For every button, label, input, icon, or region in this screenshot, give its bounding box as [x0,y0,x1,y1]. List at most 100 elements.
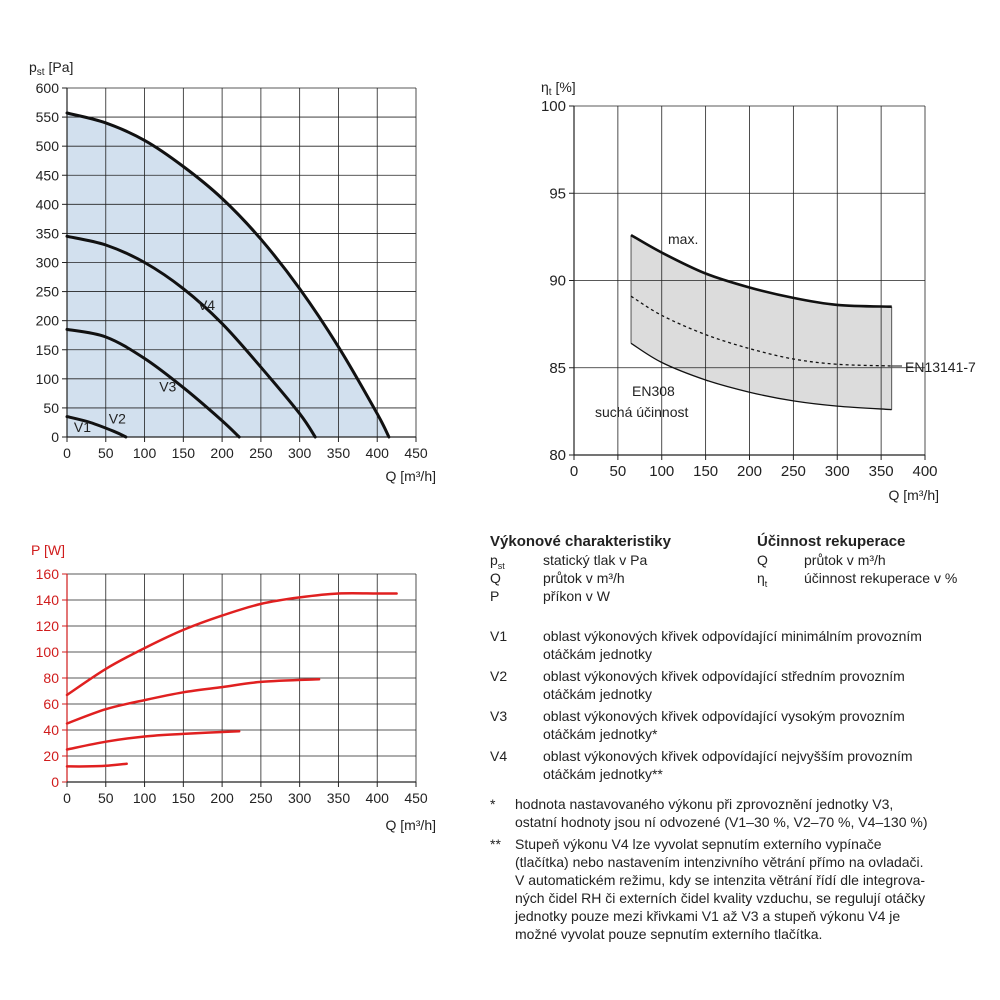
x-tick-label: 350 [327,790,351,806]
y-tick-label: 400 [36,196,60,212]
y-tick-label: 100 [36,371,60,387]
pressure-curve-v4 [65,111,391,439]
y-tick-label: 0 [51,774,59,790]
power-y-title: P [W] [31,542,65,558]
footnote-line: jednotky pouze mezi křivkami V1 až V3 a … [515,908,901,924]
x-tick-label: 400 [366,445,390,461]
y-tick-label: 300 [36,255,60,271]
y-tick-label: 20 [43,748,59,764]
power-x-title: Q [m³/h] [385,817,436,833]
x-tick-label: 250 [249,445,273,461]
x-tick-label: 100 [133,445,157,461]
power-curve-v2 [65,730,241,751]
legend-symbol: P [490,588,500,604]
x-tick-label: 50 [98,445,114,461]
legend-v-text: oblast výkonových křivek odpovídající st… [543,667,993,703]
y-tick-label: 250 [36,284,60,300]
x-tick-label: 300 [825,463,850,480]
legend-v-text: oblast výkonových křivek odpovídající vy… [543,707,993,743]
y-tick-label: 85 [549,360,566,377]
y-tick-label: 600 [36,80,60,96]
legend-symbol: pst [490,551,505,575]
x-tick-label: 150 [172,445,196,461]
legend-symbol: ηt [757,569,767,593]
legend-row: pst statický tlak v Pa [490,551,750,571]
legend-v-symbol: V2 [490,668,508,684]
power-curve-v1 [65,762,128,768]
legend-row: ηt účinnost rekuperace v % [757,569,997,589]
label-max: max. [668,231,698,247]
efficiency-y-title-main: η [541,79,549,95]
y-tick-label: 0 [51,429,59,445]
footnote-line: možné vyvolat pouze sepnutím externího t… [515,926,823,942]
x-tick-label: 0 [63,445,71,461]
label-en308-line1: EN308 [632,383,675,399]
x-tick-label: 250 [249,790,273,806]
y-tick-label: 120 [36,618,60,634]
footnote-line: hodnota nastavovaného výkonu při zprovoz… [515,796,894,812]
efficiency-chart: 80 85 90 95 100 0 50 100 150 200 250 300 350 400 [541,98,938,480]
legend-v-line: otáčkám jednotky** [543,766,663,782]
pressure-curve-v2 [65,327,241,439]
legend-v-symbol: V3 [490,708,508,724]
legend-recovery-header: Účinnost rekuperace [757,533,906,550]
legend-row: Q průtok v m³/h [490,569,750,587]
efficiency-x-title: Q [m³/h] [888,487,939,503]
y-tick-label: 160 [36,566,60,582]
footnote-symbol: * [490,796,496,812]
footnote-symbol: ** [490,836,501,852]
y-tick-label: 80 [43,670,59,686]
y-tick-label: 50 [43,400,59,416]
operating-area-fill [67,113,389,437]
y-tick-label: 90 [549,273,566,290]
legend-symbol-main: p [490,552,498,568]
y-tick-label: 150 [36,342,60,358]
x-tick-label: 200 [210,790,234,806]
y-tick-label: 450 [36,167,60,183]
legend-performance-header: Výkonové charakteristiky [490,533,671,550]
legend-text: statický tlak v Pa [543,552,648,568]
legend-row: P příkon v W [490,587,750,605]
y-tick-label: 140 [36,592,60,608]
legend-v-line: oblast výkonových křivek odpovídající ne… [543,748,913,764]
footnote-line: Stupeň výkonu V4 lze vyvolat sepnutím ex… [515,836,882,852]
legend-row: Q průtok v m³/h [757,551,997,569]
x-tick-label: 300 [288,445,312,461]
y-tick-label: 60 [43,696,59,712]
legend-v-line: otáčkám jednotky [543,686,652,702]
x-tick-label: 350 [869,463,894,480]
y-tick-label: 500 [36,138,60,154]
x-tick-label: 350 [327,445,351,461]
legend-symbol: Q [757,552,768,568]
efficiency-curve-max [630,233,892,308]
x-tick-label: 200 [210,445,234,461]
x-tick-label: 100 [649,463,674,480]
legend-v-line: otáčkám jednotky* [543,726,658,742]
label-en308-line2: suchá účinnost [595,404,689,420]
curve-label-v4: V4 [198,297,215,313]
x-tick-label: 0 [63,790,71,806]
x-tick-label: 150 [693,463,718,480]
legend-symbol-main: η [757,570,765,586]
y-tick-label: 550 [36,109,60,125]
footnote-line: V automatickém režimu, kdy se intenzita … [515,872,926,888]
pressure-y-title-main: p [29,59,37,75]
legend-recovery: Účinnost rekuperace Q průtok v m³/h ηt ú… [757,533,997,589]
legend-v-line: otáčkám jednotky [543,646,652,662]
curve-label-v2: V2 [109,410,126,426]
legend-v-text: oblast výkonových křivek odpovídající ne… [543,747,993,783]
pressure-y-title-unit: [Pa] [45,59,74,75]
legend-v-symbol: V4 [490,748,508,764]
x-tick-label: 450 [404,445,428,461]
x-tick-label: 50 [610,463,627,480]
legend-v-text: oblast výkonových křivek odpovídající mi… [543,627,993,663]
legend-v-line: oblast výkonových křivek odpovídající mi… [543,628,922,644]
legend-text: průtok v m³/h [804,552,886,568]
y-tick-label: 95 [549,185,566,202]
x-tick-label: 100 [133,790,157,806]
x-tick-label: 250 [781,463,806,480]
legend-symbol-sub: t [764,578,768,589]
label-en13141: EN13141-7 [905,359,976,375]
y-tick-label: 100 [36,644,60,660]
